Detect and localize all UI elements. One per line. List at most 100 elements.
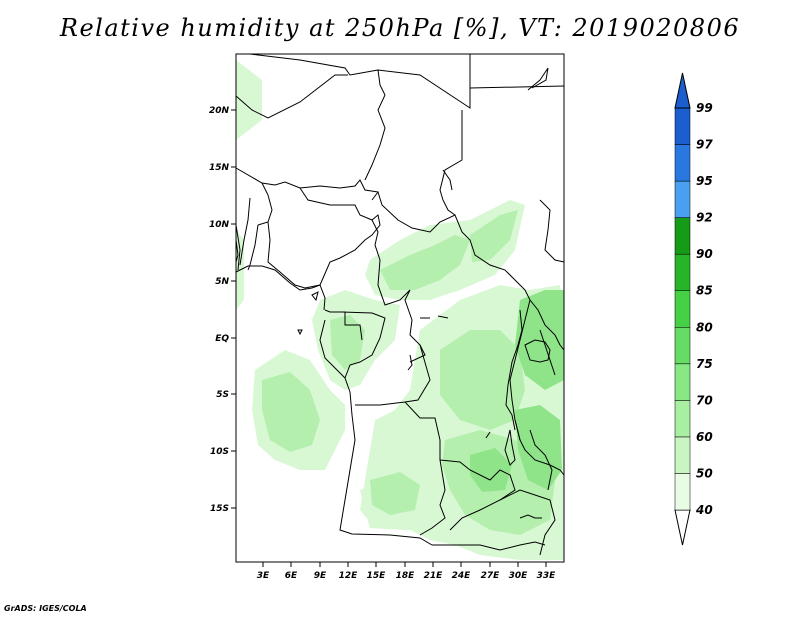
lat-label: 5N (215, 277, 229, 287)
humidity-region (262, 372, 320, 452)
humidity-region (470, 448, 512, 492)
border-line (505, 309, 523, 431)
humidity-region (330, 315, 365, 370)
map-frame (235, 53, 565, 563)
border-line (235, 239, 239, 263)
border-line (319, 319, 346, 379)
border-line (527, 67, 549, 91)
colorbar-segment (674, 473, 691, 511)
colorbar-label: 90 (696, 247, 713, 261)
border-line (442, 169, 453, 191)
lon-label: 3E (257, 571, 270, 581)
humidity-region (515, 405, 562, 490)
border-line (341, 311, 386, 393)
humidity-region (236, 60, 262, 140)
humidity-region (470, 210, 518, 262)
lon-label: 33E (537, 571, 557, 581)
border-line (432, 541, 546, 551)
credit-label: GrADS: IGES/COLA (4, 604, 87, 613)
border-line (371, 219, 411, 306)
colorbar-labels: 40 50 60 70 75 80 85 90 92 95 97 99 (695, 101, 713, 517)
colorbar-segment (674, 217, 691, 255)
lat-label: 10N (209, 220, 230, 230)
border-line (267, 221, 321, 289)
lat-label: 10S (210, 447, 229, 457)
colorbar-segment (674, 144, 691, 182)
border-line (404, 401, 446, 536)
lat-label: 5S (216, 390, 229, 400)
colorbar-label: 85 (696, 284, 713, 298)
colorbar-segment (674, 400, 691, 438)
border-line (364, 94, 386, 181)
border-line (311, 291, 319, 302)
border-line (539, 199, 565, 263)
border-line (439, 459, 516, 531)
lon-label: 18E (396, 571, 416, 581)
lat-label: 20N (209, 106, 230, 116)
border-line (247, 224, 259, 271)
colorbar: 40 50 60 70 75 80 85 90 92 95 97 99 (674, 72, 713, 546)
colorbar-label: 50 (696, 466, 713, 480)
lon-label: 12E (339, 571, 359, 581)
border-line (355, 289, 431, 406)
colorbar-label: 97 (696, 138, 713, 152)
lon-label: 9E (314, 571, 327, 581)
border-line (539, 329, 556, 376)
colorbar-segment (674, 180, 691, 218)
colorbar-segment (674, 253, 691, 291)
lon-label: 30E (509, 571, 529, 581)
colorbar-segment (674, 290, 691, 328)
colorbar-segment (674, 72, 691, 109)
border-line (257, 182, 273, 226)
border-line (235, 74, 348, 119)
lon-label: 27E (481, 571, 501, 581)
lon-ticks (262, 562, 547, 567)
colorbar-label: 60 (696, 430, 713, 444)
humidity-region (380, 235, 470, 290)
lat-label: 15N (209, 163, 230, 173)
border-line (239, 197, 251, 266)
colorbar-label: 95 (696, 174, 713, 188)
colorbar-label: 75 (696, 357, 713, 371)
border-line (439, 110, 463, 201)
border-line (235, 224, 241, 271)
lon-label: 24E (452, 571, 472, 581)
border-line (299, 187, 381, 286)
colorbar-segment (674, 436, 691, 474)
border-line (249, 53, 386, 96)
colorbar-segment (674, 107, 691, 145)
colorbar-segment (674, 327, 691, 365)
colorbar-label: 99 (696, 101, 713, 115)
colorbar-segment (674, 363, 691, 401)
colorbar-segments (674, 72, 691, 546)
border-line (524, 339, 551, 363)
border-line (297, 329, 303, 336)
border-line (339, 391, 433, 546)
border-line (499, 489, 556, 556)
colorbar-label: 40 (695, 503, 713, 517)
border-line (409, 344, 426, 363)
border-line (529, 429, 553, 491)
border-line (469, 85, 565, 89)
lat-label: 15S (210, 504, 229, 514)
lon-labels: 3E 6E 9E 12E 15E 18E 21E 24E 27E 30E 33E (257, 571, 556, 581)
border-line (485, 431, 491, 439)
colorbar-label: 70 (696, 393, 713, 407)
border-line (509, 289, 531, 441)
lat-ticks (231, 109, 236, 509)
border-line (235, 167, 379, 201)
border-line (420, 315, 449, 319)
colorbar-segment (674, 509, 691, 546)
lon-label: 21E (424, 571, 444, 581)
border-line (504, 429, 516, 466)
border-line (407, 354, 413, 371)
lat-label: EQ (215, 334, 229, 344)
border-line (324, 309, 363, 341)
humidity-region (440, 330, 525, 430)
border-line (442, 199, 456, 216)
border-line (235, 265, 326, 311)
lon-label: 15E (367, 571, 387, 581)
border-line (519, 514, 542, 519)
chart-title: Relative humidity at 250hPa [%], VT: 201… (59, 14, 741, 42)
